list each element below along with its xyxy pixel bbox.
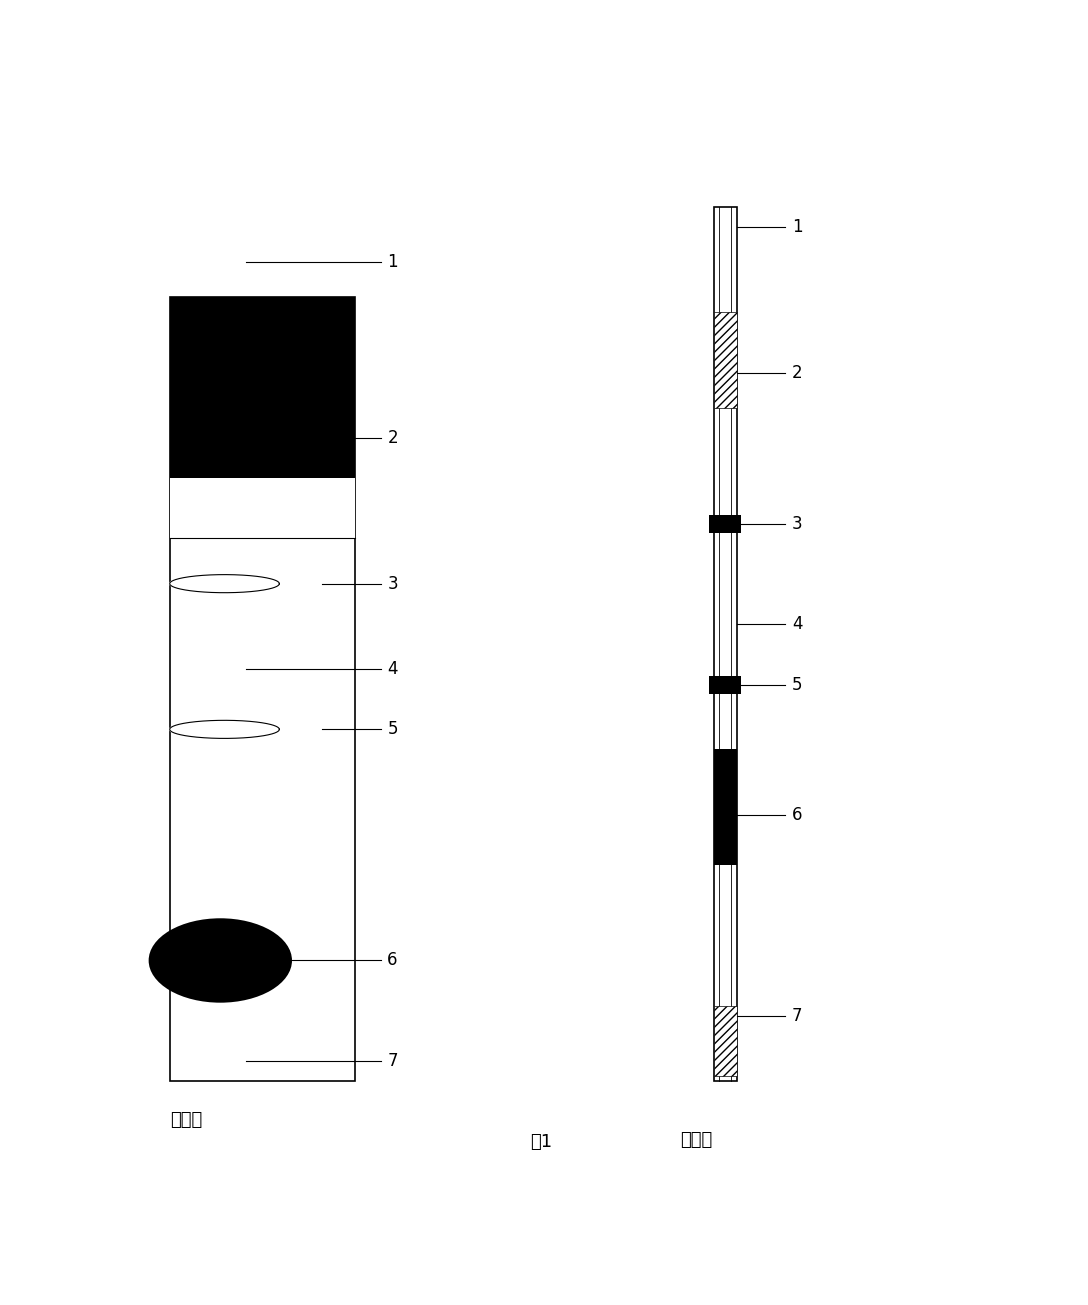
Bar	[170, 478, 355, 539]
Bar	[709, 676, 741, 694]
Text: 4: 4	[792, 615, 803, 633]
Text: 6: 6	[387, 951, 398, 970]
Polygon shape	[170, 574, 280, 592]
Text: 7: 7	[792, 1006, 803, 1024]
Bar	[714, 749, 738, 865]
Text: 侧视图: 侧视图	[680, 1131, 713, 1150]
Bar	[709, 515, 741, 534]
Text: 3: 3	[792, 515, 803, 534]
Text: 6: 6	[792, 805, 803, 823]
Text: 5: 5	[792, 676, 803, 694]
Bar	[714, 1006, 738, 1077]
Text: 图1: 图1	[530, 1134, 552, 1151]
Text: 7: 7	[387, 1052, 398, 1070]
Text: 4: 4	[387, 660, 398, 679]
Text: 2: 2	[792, 364, 803, 381]
Ellipse shape	[149, 919, 292, 1002]
Text: 5: 5	[387, 720, 398, 739]
Bar	[170, 298, 355, 1081]
Bar	[714, 312, 738, 407]
Bar	[714, 206, 738, 1081]
Polygon shape	[170, 720, 280, 739]
Text: 1: 1	[387, 253, 398, 271]
Text: 2: 2	[387, 429, 398, 446]
Bar	[170, 298, 355, 478]
Text: 3: 3	[387, 574, 398, 592]
Text: 1: 1	[792, 218, 803, 236]
Text: 正视图: 正视图	[170, 1112, 202, 1129]
